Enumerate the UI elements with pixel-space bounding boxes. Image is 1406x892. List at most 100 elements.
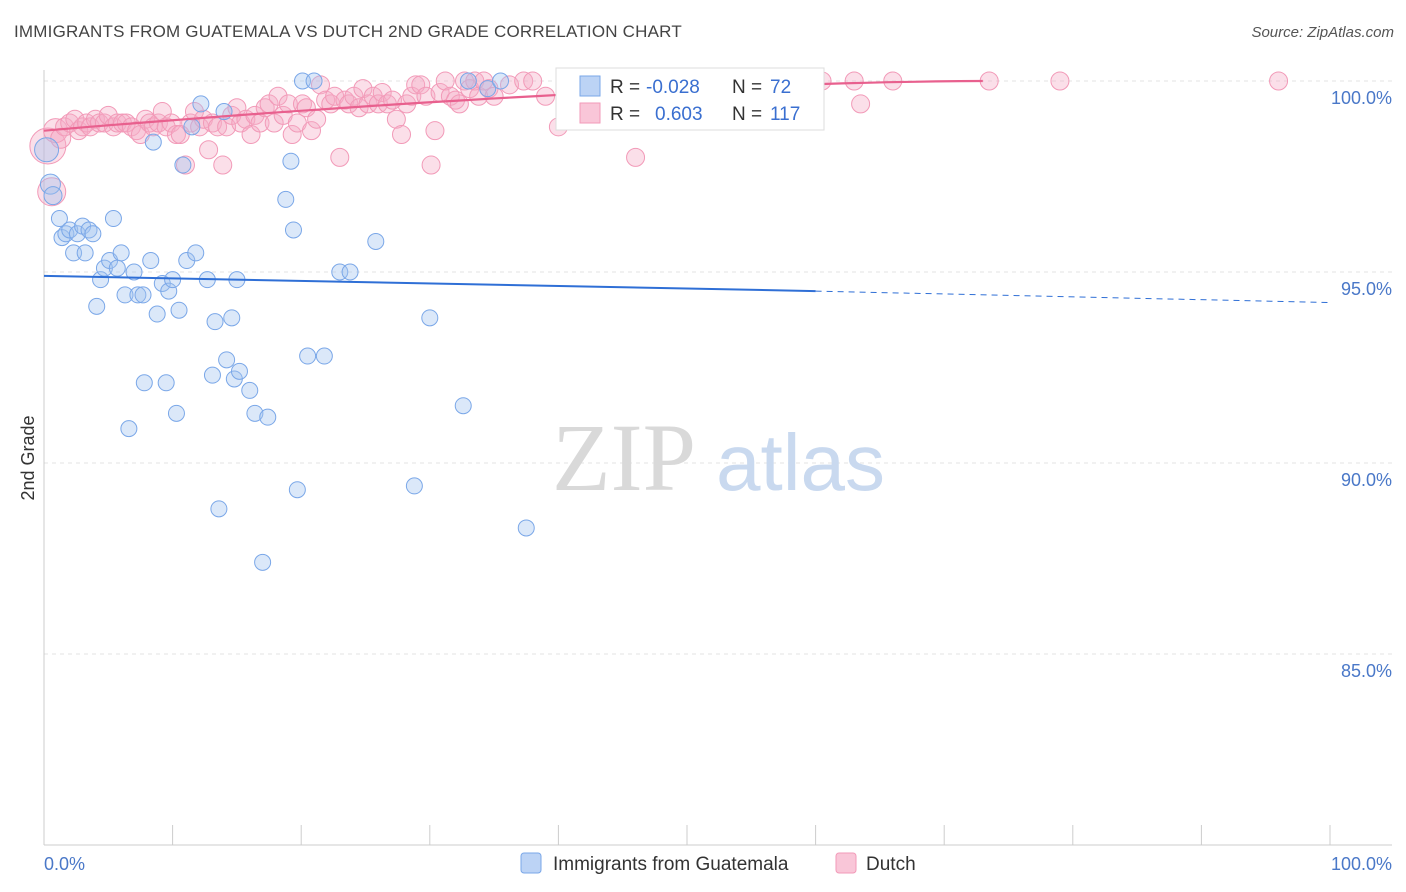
stats-legend-box — [555, 67, 825, 131]
dutch-point-83 — [421, 155, 441, 175]
guatemala-point-30 — [157, 374, 175, 392]
legend-r-label-0: R = — [610, 77, 640, 98]
legend-n-value-1: 117 — [770, 104, 800, 125]
dutch-point-58 — [301, 121, 321, 141]
dutch-trend-line — [43, 79, 983, 132]
y-tick-labels: 100.0% 95.0% 90.0% 85.0% — [1331, 88, 1392, 681]
guatemala-point-45 — [218, 351, 236, 369]
guatemala-point-28 — [148, 305, 166, 323]
guatemala-point-61 — [315, 347, 333, 365]
dutch-point-59 — [307, 109, 327, 129]
guatemala-point-10 — [76, 244, 94, 262]
guatemala-point-37 — [183, 118, 201, 136]
guatemala-point-2 — [43, 186, 63, 206]
guatemala-point-27 — [144, 133, 162, 151]
dutch-point-84 — [425, 121, 445, 141]
dutch-point-7 — [69, 121, 89, 141]
legend-swatch-guatemala — [579, 75, 601, 97]
guatemala-point-41 — [203, 366, 221, 384]
guatemala-point-46 — [223, 309, 241, 327]
guatemala-point-42 — [206, 313, 224, 331]
guatemala-point-18 — [108, 259, 126, 277]
dutch-point-0 — [29, 127, 67, 165]
dutch-point-105 — [626, 147, 646, 167]
guatemala-point-63 — [341, 263, 359, 281]
chart-source: Source: ZipAtlas.com — [1251, 24, 1394, 41]
legend-n-value-0: 72 — [770, 77, 791, 98]
dutch-point-64 — [330, 147, 350, 167]
guatemala-trend-line — [43, 274, 816, 293]
guatemala-point-43 — [210, 500, 228, 518]
guatemala-point-0 — [34, 137, 60, 163]
guatemala-point-1 — [39, 173, 61, 195]
guatemala-point-23 — [129, 286, 147, 304]
dutch-point-51 — [268, 86, 288, 106]
dutch-point-73 — [372, 82, 392, 102]
legend-n-label-0: N = — [732, 77, 762, 98]
dutch-point-40 — [217, 117, 237, 137]
guatemala-point-24 — [134, 286, 152, 304]
guatemala-point-51 — [246, 404, 264, 422]
guatemala-point-68 — [459, 72, 477, 90]
guatemala-point-20 — [116, 286, 134, 304]
guatemala-point-57 — [288, 481, 306, 499]
guatemala-point-50 — [241, 381, 259, 399]
dutch-point-69 — [353, 79, 373, 99]
dutch-point-117 — [1269, 71, 1289, 91]
guatemala-point-62 — [331, 263, 349, 281]
guatemala-point-33 — [167, 404, 185, 422]
guatemala-point-66 — [421, 309, 439, 327]
guatemala-point-12 — [84, 225, 102, 243]
guatemala-point-3 — [50, 210, 68, 228]
series-legend: Immigrants from Guatemala Dutch — [520, 852, 916, 875]
dutch-point-77 — [392, 124, 412, 144]
guatemala-point-25 — [135, 374, 153, 392]
x-tick-label-left: 0.0% — [44, 854, 85, 874]
guatemala-point-52 — [254, 553, 272, 571]
trend-lines — [43, 79, 1331, 304]
guatemala-point-64 — [367, 232, 385, 250]
dutch-point-36 — [199, 140, 219, 160]
axes — [43, 70, 1392, 846]
dutch-point-82 — [416, 86, 436, 106]
guatemala-point-56 — [284, 221, 302, 239]
guatemala-point-55 — [282, 152, 300, 170]
guatemala-point-31 — [160, 282, 178, 300]
dutch-point-86 — [435, 71, 455, 91]
watermark-atlas: atlas — [716, 418, 885, 507]
watermark: ZIP atlas — [552, 404, 885, 511]
y-tick-label-3: 85.0% — [1341, 661, 1392, 681]
guatemala-point-26 — [142, 252, 160, 270]
guatemala-point-6 — [61, 221, 79, 239]
guatemala-point-71 — [517, 519, 535, 537]
dutch-point-116 — [1050, 71, 1070, 91]
guatemala-point-60 — [305, 72, 323, 90]
dutch-point-115 — [979, 71, 999, 91]
guatemala-point-7 — [65, 244, 83, 262]
dutch-point-112 — [844, 71, 864, 91]
y-tick-label-0: 100.0% — [1331, 88, 1392, 108]
guatemala-point-65 — [405, 477, 423, 495]
series-legend-swatch-dutch — [835, 852, 857, 874]
guatemala-point-22 — [125, 263, 143, 281]
y-axis-label: 2nd Grade — [18, 415, 38, 500]
dutch-point-54 — [282, 124, 302, 144]
dutch-point-56 — [292, 94, 312, 114]
dutch-point-53 — [278, 94, 298, 114]
watermark-zip: ZIP — [552, 404, 696, 511]
dutch-point-39 — [213, 155, 233, 175]
guatemala-point-17 — [104, 210, 122, 228]
guatemala-point-21 — [120, 420, 138, 438]
guatemala-point-58 — [293, 72, 311, 90]
guatemala-point-49 — [230, 362, 248, 380]
guatemala-point-54 — [277, 190, 295, 208]
dutch-point-81 — [411, 75, 431, 95]
guatemala-point-59 — [299, 347, 317, 365]
guatemala-point-39 — [192, 95, 210, 113]
y-tick-label-2: 90.0% — [1341, 470, 1392, 490]
dutch-point-97 — [500, 75, 520, 95]
dutch-point-99 — [523, 71, 543, 91]
guatemala-point-14 — [92, 271, 110, 289]
legend-r-value-0: -0.028 — [646, 77, 700, 98]
